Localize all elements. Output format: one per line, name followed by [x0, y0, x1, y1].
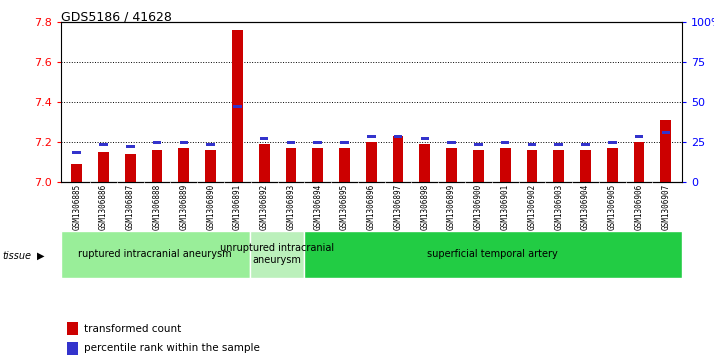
- Bar: [528, 143, 536, 146]
- Text: GSM1306887: GSM1306887: [126, 184, 135, 230]
- Bar: [258, 143, 269, 182]
- Bar: [67, 342, 78, 355]
- Bar: [232, 30, 243, 181]
- Bar: [446, 147, 457, 182]
- Text: GSM1306900: GSM1306900: [474, 184, 483, 230]
- Bar: [633, 142, 644, 182]
- Bar: [313, 140, 322, 143]
- Text: GSM1306888: GSM1306888: [153, 184, 161, 230]
- Text: GSM1306907: GSM1306907: [661, 184, 670, 230]
- Bar: [312, 147, 323, 182]
- Text: tissue: tissue: [2, 251, 31, 261]
- Bar: [286, 147, 296, 182]
- Bar: [286, 140, 295, 143]
- Bar: [421, 136, 429, 139]
- Text: GSM1306906: GSM1306906: [635, 184, 643, 230]
- Bar: [608, 140, 616, 143]
- Bar: [474, 143, 483, 146]
- Bar: [153, 140, 161, 143]
- Text: GSM1306891: GSM1306891: [233, 184, 242, 230]
- Bar: [553, 150, 564, 182]
- Bar: [67, 322, 78, 335]
- Bar: [660, 120, 671, 182]
- Text: GSM1306893: GSM1306893: [286, 184, 296, 230]
- Text: GSM1306898: GSM1306898: [421, 184, 429, 230]
- Text: GSM1306890: GSM1306890: [206, 184, 215, 230]
- Bar: [233, 105, 241, 107]
- Bar: [205, 150, 216, 182]
- Text: GDS5186 / 41628: GDS5186 / 41628: [61, 11, 171, 24]
- Bar: [554, 143, 563, 146]
- Text: GSM1306899: GSM1306899: [447, 184, 456, 230]
- Bar: [661, 131, 670, 134]
- Bar: [72, 151, 81, 154]
- Text: GSM1306901: GSM1306901: [501, 184, 510, 230]
- Bar: [447, 140, 456, 143]
- Bar: [526, 150, 537, 182]
- Bar: [61, 231, 250, 278]
- Text: GSM1306904: GSM1306904: [581, 184, 590, 230]
- Text: GSM1306897: GSM1306897: [393, 184, 403, 230]
- Text: superficial temporal artery: superficial temporal artery: [428, 249, 558, 259]
- Bar: [580, 150, 590, 182]
- Bar: [393, 135, 403, 182]
- Bar: [206, 143, 215, 146]
- Text: GSM1306885: GSM1306885: [72, 184, 81, 230]
- Bar: [339, 147, 350, 182]
- Text: GSM1306903: GSM1306903: [554, 184, 563, 230]
- Text: transformed count: transformed count: [84, 324, 181, 334]
- Text: unruptured intracranial
aneurysm: unruptured intracranial aneurysm: [220, 243, 334, 265]
- Bar: [178, 147, 189, 182]
- Bar: [367, 135, 376, 138]
- Text: ▶: ▶: [37, 251, 45, 261]
- Bar: [250, 231, 303, 278]
- Text: GSM1306895: GSM1306895: [340, 184, 349, 230]
- Text: GSM1306896: GSM1306896: [367, 184, 376, 230]
- Bar: [500, 147, 511, 182]
- Text: percentile rank within the sample: percentile rank within the sample: [84, 343, 260, 354]
- Bar: [260, 136, 268, 139]
- Bar: [126, 144, 134, 147]
- Text: GSM1306905: GSM1306905: [608, 184, 617, 230]
- Bar: [501, 140, 509, 143]
- Bar: [151, 150, 162, 182]
- Bar: [581, 143, 590, 146]
- Bar: [393, 135, 402, 138]
- Text: GSM1306892: GSM1306892: [260, 184, 268, 230]
- Bar: [125, 154, 136, 182]
- Text: ruptured intracranial aneurysm: ruptured intracranial aneurysm: [79, 249, 232, 259]
- Text: GSM1306902: GSM1306902: [528, 184, 536, 230]
- Text: GSM1306886: GSM1306886: [99, 184, 108, 230]
- Bar: [98, 151, 109, 182]
- Bar: [419, 143, 430, 182]
- Bar: [303, 231, 682, 278]
- Bar: [607, 147, 618, 182]
- Bar: [179, 140, 188, 143]
- Bar: [99, 143, 108, 146]
- Text: GSM1306894: GSM1306894: [313, 184, 322, 230]
- Bar: [366, 142, 376, 182]
- Bar: [635, 135, 643, 138]
- Bar: [340, 140, 348, 143]
- Bar: [473, 150, 483, 182]
- Bar: [71, 163, 82, 182]
- Text: GSM1306889: GSM1306889: [179, 184, 188, 230]
